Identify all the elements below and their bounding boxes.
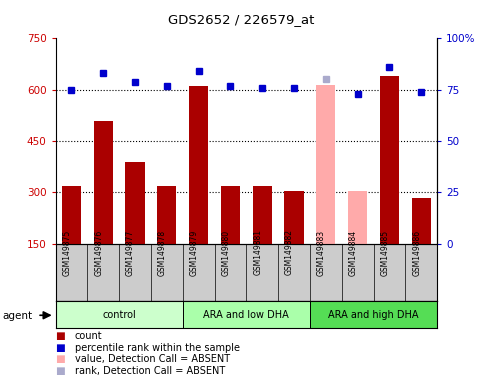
Text: GSM149878: GSM149878: [158, 229, 167, 276]
Text: GSM149880: GSM149880: [221, 229, 230, 276]
Bar: [380, 76, 399, 244]
Bar: [62, 185, 81, 244]
Bar: [94, 121, 113, 244]
Bar: [157, 185, 176, 244]
Bar: [316, 84, 335, 244]
Bar: [189, 86, 208, 244]
Bar: [284, 191, 303, 244]
Bar: [221, 185, 240, 244]
Text: GSM149881: GSM149881: [253, 230, 262, 275]
Text: GSM149884: GSM149884: [349, 229, 357, 276]
Text: value, Detection Call = ABSENT: value, Detection Call = ABSENT: [75, 354, 230, 364]
Text: ■: ■: [56, 366, 65, 376]
Text: GDS2652 / 226579_at: GDS2652 / 226579_at: [168, 13, 315, 26]
Text: percentile rank within the sample: percentile rank within the sample: [75, 343, 240, 353]
Text: ■: ■: [56, 331, 65, 341]
Bar: [126, 162, 144, 244]
Text: rank, Detection Call = ABSENT: rank, Detection Call = ABSENT: [75, 366, 225, 376]
Bar: [56, 301, 183, 328]
Text: ARA and low DHA: ARA and low DHA: [203, 310, 289, 320]
Text: agent: agent: [2, 311, 32, 321]
Text: GSM149883: GSM149883: [317, 229, 326, 276]
Text: GSM149885: GSM149885: [381, 229, 389, 276]
Text: GSM149879: GSM149879: [190, 229, 199, 276]
Text: GSM149876: GSM149876: [94, 229, 103, 276]
Bar: [310, 301, 437, 328]
Text: ■: ■: [56, 354, 65, 364]
Bar: [412, 198, 431, 244]
Text: count: count: [75, 331, 102, 341]
Text: ARA and high DHA: ARA and high DHA: [328, 310, 419, 320]
Text: GSM149877: GSM149877: [126, 229, 135, 276]
Text: GSM149875: GSM149875: [62, 229, 71, 276]
Bar: [348, 191, 367, 244]
Text: GSM149882: GSM149882: [285, 230, 294, 275]
Text: GSM149886: GSM149886: [412, 229, 421, 276]
Bar: [253, 185, 272, 244]
Text: control: control: [102, 310, 136, 320]
Bar: [183, 301, 310, 328]
Text: ■: ■: [56, 343, 65, 353]
